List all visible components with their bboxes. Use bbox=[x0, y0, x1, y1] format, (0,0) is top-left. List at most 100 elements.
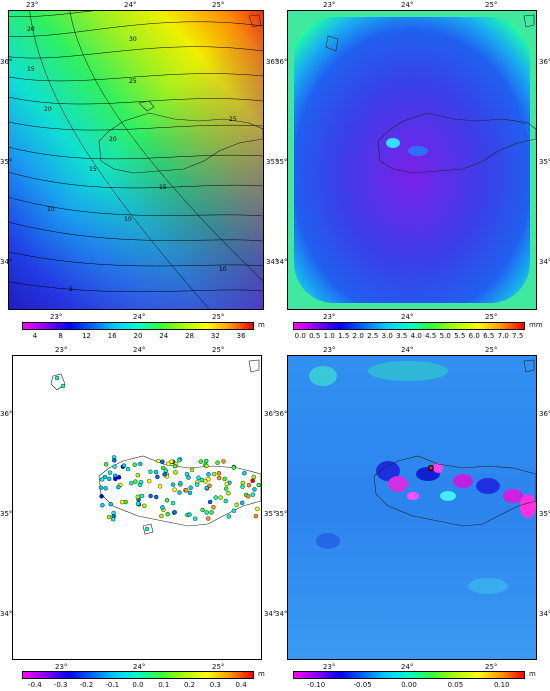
station-marker bbox=[172, 510, 177, 515]
contour-label: 20 bbox=[44, 106, 52, 113]
station-marker bbox=[223, 498, 229, 504]
colorbar-tick-label: 0.0 bbox=[294, 332, 306, 340]
lat-label-34-right: 34° bbox=[539, 258, 550, 266]
station-marker bbox=[170, 500, 176, 506]
lon-label-25-bottom: 25° bbox=[212, 313, 225, 321]
colorbar-tick-label: 16 bbox=[107, 332, 117, 340]
colorbar-tick-label: 0.5 bbox=[309, 332, 321, 340]
station-marker bbox=[240, 484, 245, 489]
station-marker bbox=[196, 475, 201, 480]
colorbar-tick-label: -0.10 bbox=[307, 681, 326, 689]
lat-label-36: 36° bbox=[275, 58, 288, 66]
station-marker bbox=[187, 512, 192, 517]
panel-station-residuals: 23° 24° 25° 36° 35° 34° 36° 35° 34° 23° … bbox=[0, 345, 276, 691]
colorbar-tick-label: 6.0 bbox=[468, 332, 480, 340]
station-marker bbox=[116, 475, 122, 480]
lon-label-24: 24° bbox=[124, 1, 137, 9]
lon-label-23-bottom: 23° bbox=[55, 663, 68, 671]
station-marker bbox=[245, 494, 251, 499]
station-marker bbox=[133, 479, 138, 484]
station-marker bbox=[189, 467, 195, 473]
station-marker bbox=[252, 487, 257, 492]
station-marker bbox=[176, 457, 182, 463]
contour-label: 15 bbox=[159, 184, 167, 191]
station-marker bbox=[256, 482, 261, 488]
lon-label-24-bottom: 24° bbox=[401, 313, 414, 321]
lon-label-23-bottom: 23° bbox=[50, 313, 63, 321]
station-marker bbox=[187, 490, 193, 496]
lon-label-24-bottom: 24° bbox=[401, 663, 414, 671]
lon-label-24: 24° bbox=[133, 346, 146, 354]
station-marker bbox=[198, 459, 204, 464]
colorbar-tick-label: 4.0 bbox=[410, 332, 422, 340]
colorbar-tick-label: 4.5 bbox=[425, 332, 437, 340]
colorbar-tick-label: 28 bbox=[185, 332, 195, 340]
station-marker bbox=[102, 474, 108, 480]
station-marker bbox=[160, 459, 165, 464]
lat-label-36-right: 36° bbox=[266, 58, 279, 66]
station-marker bbox=[138, 479, 144, 485]
colorbar-tick-label: 0.00 bbox=[401, 681, 417, 689]
lon-label-23-bottom: 23° bbox=[323, 313, 336, 321]
contour-label: 5 bbox=[69, 286, 73, 293]
residual-map bbox=[287, 355, 537, 660]
panel-error-map: 23° 24° 25° bbox=[275, 0, 550, 340]
colorbar-error bbox=[293, 322, 525, 330]
colorbar-tick-label: 20 bbox=[133, 332, 143, 340]
station-marker bbox=[224, 481, 230, 487]
contour-label: 30 bbox=[129, 36, 137, 43]
station-marker bbox=[251, 474, 257, 480]
station-marker bbox=[142, 503, 147, 509]
lon-label-23: 23° bbox=[55, 346, 68, 354]
colorbar-tick-label: 0.2 bbox=[183, 681, 196, 689]
colorbar-tick-label: -0.2 bbox=[79, 681, 94, 689]
colorbar-tick-label: 7.0 bbox=[497, 332, 509, 340]
station-marker bbox=[239, 500, 245, 506]
station-marker bbox=[148, 493, 153, 499]
station-marker bbox=[216, 475, 222, 481]
station-marker bbox=[107, 470, 113, 475]
station-marker bbox=[162, 472, 167, 477]
contour-label: 20 bbox=[27, 26, 35, 33]
station-marker bbox=[209, 510, 214, 515]
lat-label-36-right: 36° bbox=[539, 58, 550, 66]
lat-label-36: 36° bbox=[275, 410, 288, 418]
colorbar-tick-label: 0.05 bbox=[447, 681, 464, 689]
lat-label-36: 36° bbox=[0, 410, 13, 418]
colorbar-tick-label: 4 bbox=[32, 332, 38, 340]
station-marker bbox=[231, 508, 237, 514]
station-marker bbox=[192, 516, 198, 521]
colorbar-tick-label: 32 bbox=[210, 332, 220, 340]
station-marker bbox=[113, 476, 118, 482]
colorbar-tick-label: -0.4 bbox=[28, 681, 42, 689]
station-marker bbox=[203, 458, 209, 464]
colorbar-tick-label: 2.0 bbox=[352, 332, 364, 340]
colorbar-tick-label: 1.0 bbox=[323, 332, 335, 340]
station-marker bbox=[172, 487, 177, 492]
lat-label-34: 34° bbox=[275, 258, 288, 266]
colorbar-unit: mm bbox=[529, 321, 543, 329]
lat-label-34-right: 34° bbox=[266, 258, 279, 266]
station-marker bbox=[221, 459, 226, 464]
station-marker bbox=[99, 477, 105, 482]
station-marker bbox=[138, 461, 143, 467]
station-marker bbox=[169, 459, 174, 464]
lon-label-23: 23° bbox=[26, 1, 39, 9]
colorbar-tick-label: -0.05 bbox=[353, 681, 372, 689]
station-marker bbox=[125, 466, 131, 472]
station-marker bbox=[139, 493, 145, 499]
colorbar-tick-label: 12 bbox=[81, 332, 91, 340]
panel-residual-grid: 23° 24° 25° bbox=[275, 345, 550, 691]
colorbar-unit: m bbox=[258, 670, 265, 678]
contour-label: 10 bbox=[219, 266, 227, 273]
station-marker bbox=[157, 484, 163, 489]
station-marker bbox=[231, 465, 237, 470]
lon-label-25: 25° bbox=[485, 346, 498, 354]
contour-label: 20 bbox=[109, 136, 117, 143]
lat-label-34: 34° bbox=[275, 610, 288, 618]
station-marker bbox=[178, 481, 183, 486]
lon-label-24: 24° bbox=[401, 346, 414, 354]
station-marker bbox=[172, 463, 178, 469]
lon-label-23: 23° bbox=[323, 346, 336, 354]
contour-label: 15 bbox=[27, 66, 35, 73]
